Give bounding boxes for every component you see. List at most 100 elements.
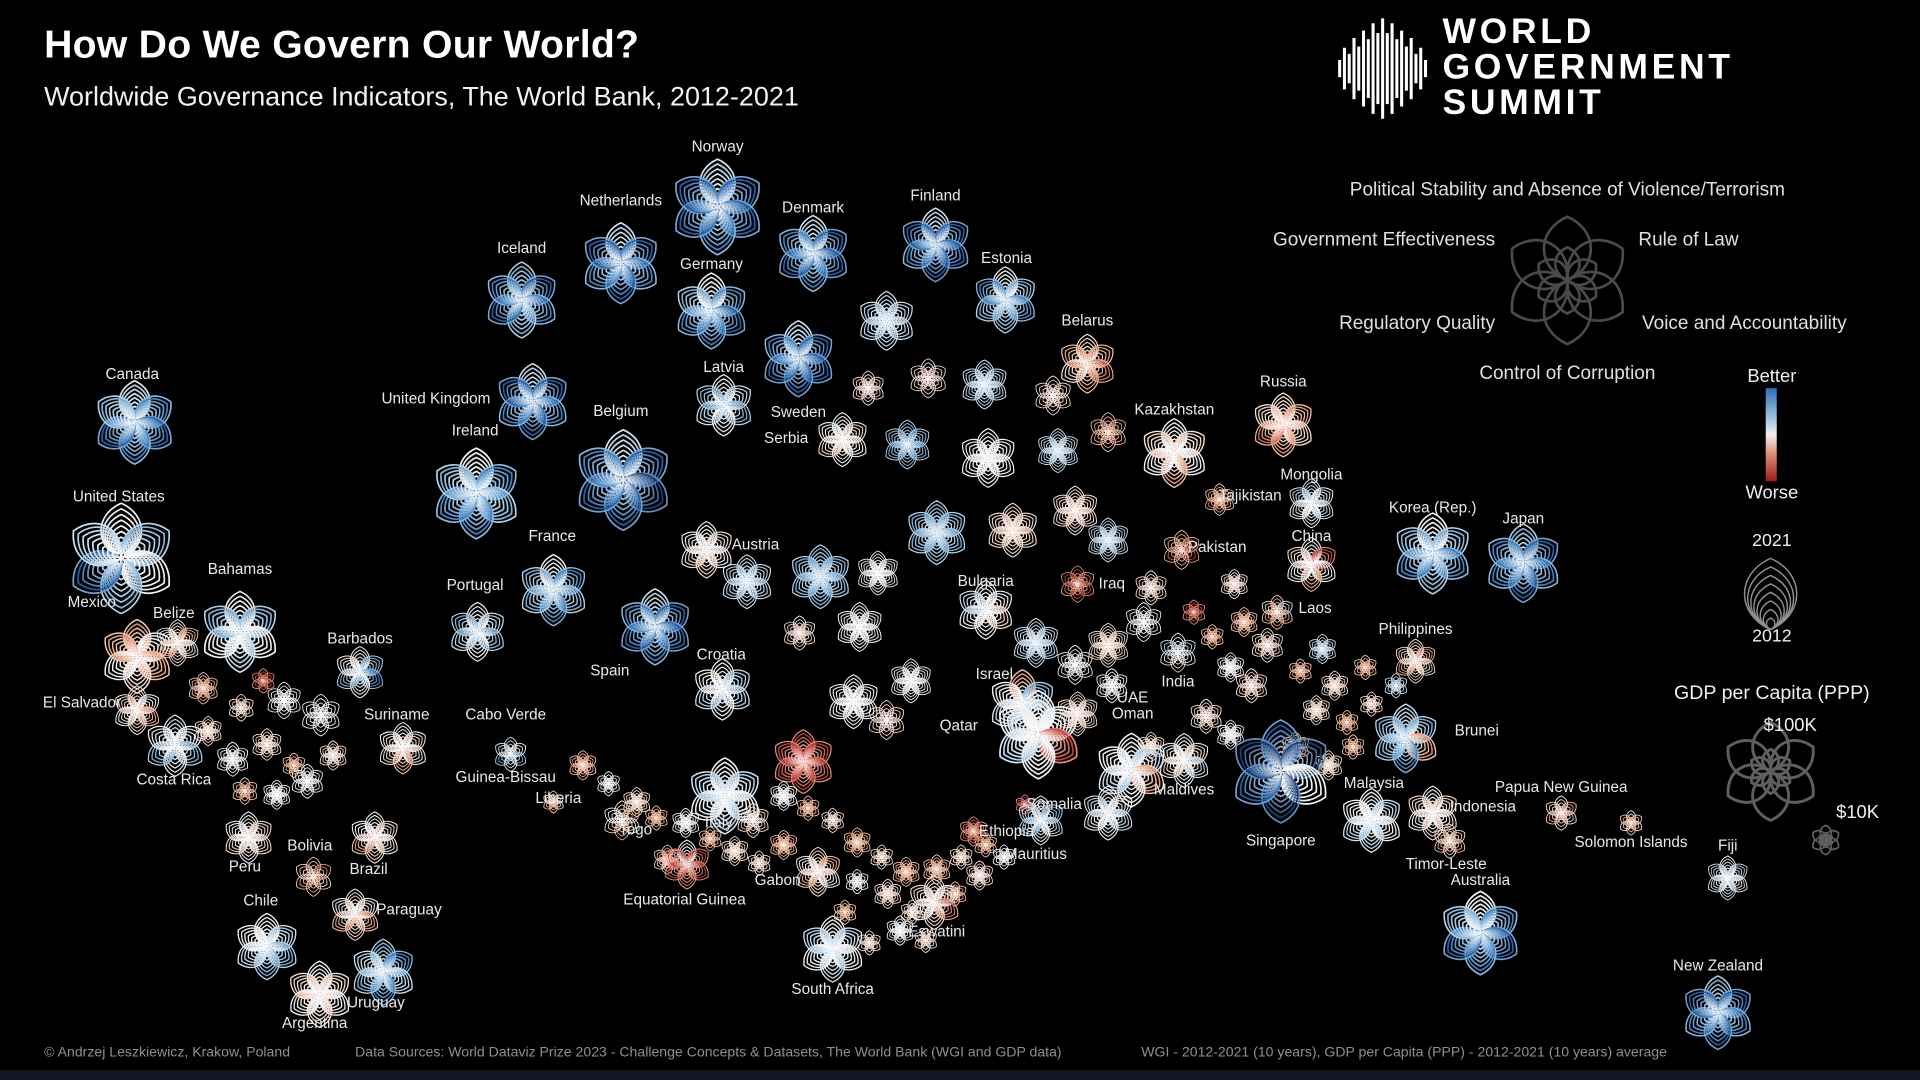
flower-new-zealand — [1685, 975, 1751, 1051]
flower-unlabeled — [292, 763, 323, 799]
country-label: Italy — [705, 814, 733, 831]
flower-unlabeled — [1190, 698, 1222, 734]
flower-denmark — [779, 214, 847, 293]
flower-unlabeled — [229, 693, 254, 722]
flower-ethiopia — [960, 816, 987, 847]
legend-indicator-label: Political Stability and Absence of Viole… — [1350, 179, 1785, 200]
flower-pakistan — [1164, 529, 1200, 570]
flower-canada — [97, 379, 172, 465]
flower-belgium — [578, 428, 668, 532]
flower-solomon-islands — [1619, 810, 1643, 836]
flower-unlabeled — [892, 856, 920, 888]
flower-belize — [156, 619, 199, 667]
flower-unlabeled — [569, 750, 597, 781]
country-label: Australia — [1451, 872, 1511, 889]
flower-unlabeled — [910, 358, 946, 399]
flower-uae — [1098, 732, 1164, 808]
flower-unlabeled — [886, 915, 914, 946]
country-label: Peru — [229, 858, 261, 875]
gdp-legend-title: GDP per Capita (PPP) — [1674, 683, 1870, 705]
flower-estonia — [976, 266, 1035, 334]
flower-unlabeled — [721, 835, 748, 867]
country-label: Estonia — [981, 250, 1033, 267]
flower-unlabeled — [195, 715, 222, 747]
wgs-logo-icon — [1338, 17, 1428, 119]
country-label: Serbia — [764, 430, 809, 447]
flower-netherlands — [585, 221, 657, 305]
flower-indonesia — [1408, 785, 1457, 841]
flower-france — [522, 553, 585, 627]
flower-unlabeled — [950, 844, 973, 870]
country-label: Timor-Leste — [1406, 856, 1487, 873]
flower-unlabeled — [1182, 599, 1205, 625]
flower-serbia — [818, 412, 867, 468]
country-label: Belarus — [1061, 312, 1113, 329]
flower-guinea-bissau — [543, 790, 564, 814]
country-label: India — [1161, 674, 1195, 691]
flower-unlabeled — [821, 807, 844, 834]
flower-unlabeled — [962, 427, 1015, 488]
footer-sources: Data Sources: World Dataviz Prize 2023 -… — [355, 1045, 1062, 1061]
gdp-100k-label: $100K — [1763, 715, 1817, 736]
flower-unlabeled — [232, 777, 257, 805]
flower-unlabeled — [1289, 658, 1312, 684]
flower-unlabeled — [748, 850, 771, 876]
flower-united-kingdom — [499, 362, 567, 441]
gdp-10k-label: $10K — [1836, 802, 1880, 823]
country-label: Equatorial Guinea — [623, 892, 746, 909]
flower-unlabeled — [1201, 624, 1224, 650]
country-label: Philippines — [1379, 621, 1453, 638]
flower-unlabeled — [1088, 517, 1128, 563]
flower-sweden — [764, 319, 833, 398]
country-label: Argentina — [282, 1015, 348, 1032]
flower-china — [1287, 536, 1336, 593]
country-label: Mongolia — [1280, 467, 1343, 484]
country-label: UAE — [1117, 689, 1148, 706]
flower-unlabeled — [962, 359, 1007, 410]
country-label: Mexico — [68, 594, 116, 611]
flower-unlabeled — [1090, 412, 1126, 453]
country-label: Latvia — [703, 359, 744, 376]
flower-unlabeled — [860, 290, 913, 351]
country-label: France — [528, 528, 576, 545]
flower-tajikistan — [1205, 483, 1234, 516]
country-label: Guinea-Bissau — [456, 769, 556, 786]
country-label: Eswatini — [908, 923, 965, 940]
flower-maldives — [1160, 732, 1208, 788]
country-label: Solomon Islands — [1574, 834, 1687, 851]
flower-unlabeled — [869, 699, 904, 741]
country-label: Maldives — [1154, 781, 1215, 798]
footer-note: WGI - 2012-2021 (10 years), GDP per Capi… — [1141, 1045, 1667, 1061]
flower-unlabeled — [833, 899, 856, 925]
wgs-logo-line1: WORLD — [1442, 12, 1595, 52]
flower-bolivia — [296, 856, 331, 897]
flower-bahamas — [204, 590, 276, 674]
country-label: Fiji — [1718, 838, 1738, 855]
flower-unlabeled — [1360, 691, 1383, 717]
color-scale-better-label: Better — [1747, 366, 1797, 387]
color-scale-bar — [1765, 388, 1777, 482]
flower-barbados — [337, 645, 383, 699]
flower-unlabeled — [1354, 654, 1377, 681]
country-label: Gabon — [755, 872, 801, 889]
country-label: Israel — [976, 666, 1013, 683]
country-label: Indonesia — [1450, 798, 1517, 815]
country-label: Barbados — [327, 631, 393, 648]
flower-norway — [675, 158, 760, 256]
country-label: Ethiopia — [979, 823, 1035, 840]
country-label: Denmark — [782, 200, 844, 217]
flower-cabo-verde — [495, 736, 526, 772]
flower-unlabeled — [792, 544, 849, 610]
country-label: Japan — [1502, 511, 1544, 528]
country-label: Cabo Verde — [465, 707, 546, 724]
country-label: Costa Rica — [136, 772, 211, 789]
country-label: Kazakhstan — [1134, 402, 1214, 419]
legend-indicator-label: Government Effectiveness — [1273, 230, 1495, 251]
flower-unlabeled — [1230, 606, 1258, 638]
country-label: Sweden — [771, 404, 826, 421]
flower-unlabeled — [923, 854, 950, 885]
flower-india — [1160, 632, 1196, 673]
page-title: How Do We Govern Our World? — [44, 22, 640, 67]
flower-timor-leste — [1434, 823, 1466, 859]
flower-finland — [902, 207, 969, 283]
